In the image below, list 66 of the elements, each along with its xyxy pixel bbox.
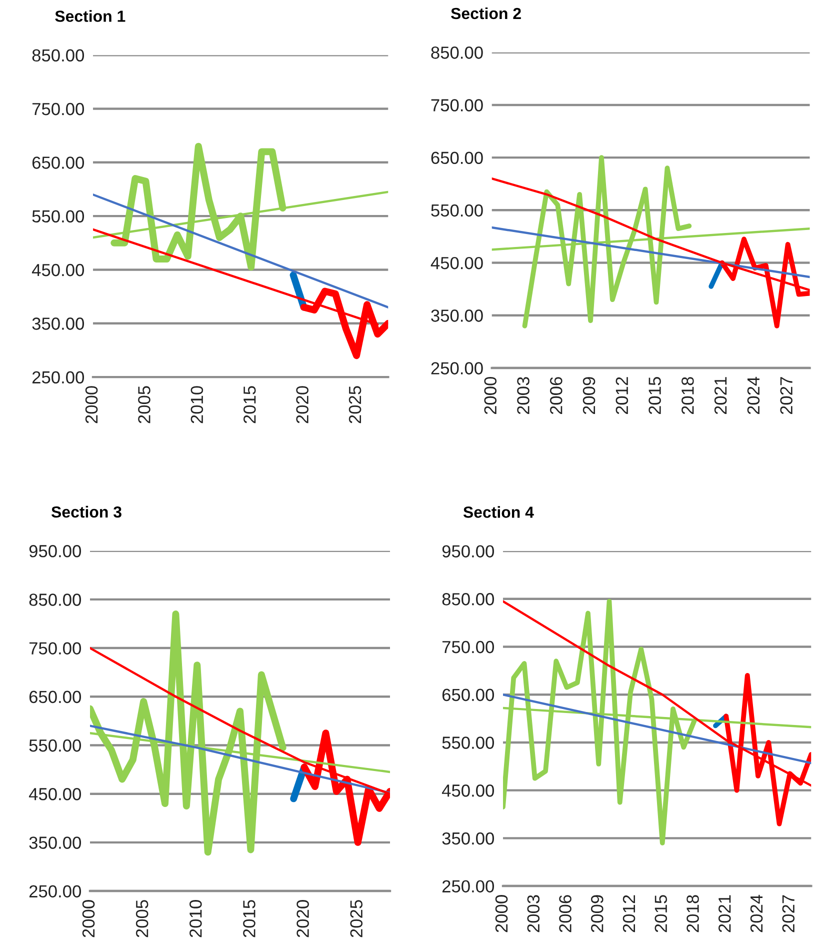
y-tick-label: 250.00 bbox=[431, 362, 483, 374]
x-tick-label: 2015 bbox=[243, 900, 256, 938]
y-tick-label: 750.00 bbox=[431, 99, 483, 112]
y-tick-label: 450.00 bbox=[32, 264, 84, 276]
x-tick-label: 2018 bbox=[686, 895, 699, 932]
x-tick-label: 2009 bbox=[590, 895, 604, 932]
y-tick-label: 750.00 bbox=[32, 102, 84, 116]
y-tick-label: 850.00 bbox=[431, 46, 483, 59]
x-tick-label: 2005 bbox=[138, 386, 150, 424]
y-tick-label: 250.00 bbox=[29, 885, 81, 898]
x-tick-label: 2020 bbox=[296, 386, 308, 424]
x-tick-label: 2027 bbox=[782, 895, 795, 932]
y-tick-label: 350.00 bbox=[442, 832, 494, 845]
y-tick-label: 250.00 bbox=[32, 371, 84, 384]
x-tick-label: 2027 bbox=[780, 377, 792, 414]
x-tick-label: 2003 bbox=[517, 377, 530, 414]
x-tick-label: 2015 bbox=[654, 895, 668, 932]
y-tick-label: 450.00 bbox=[28, 788, 81, 800]
y-tick-label: 350.00 bbox=[431, 310, 483, 322]
y-tick-label: 950.00 bbox=[442, 545, 494, 558]
x-tick-label: 2012 bbox=[622, 895, 636, 932]
y-tick-label: 550.00 bbox=[29, 739, 81, 752]
x-tick-label: 2018 bbox=[682, 377, 694, 414]
x-tick-label: 2025 bbox=[350, 900, 363, 938]
y-tick-label: 750.00 bbox=[29, 642, 81, 654]
x-tick-label: 2003 bbox=[527, 895, 540, 932]
y-tick-label: 250.00 bbox=[442, 880, 494, 892]
x-tick-label: 2024 bbox=[747, 376, 760, 414]
y-tick-label: 550.00 bbox=[32, 210, 84, 223]
y-tick-label: 450.00 bbox=[430, 256, 483, 270]
y-tick-label: 650.00 bbox=[29, 690, 81, 704]
y-tick-label: 450.00 bbox=[442, 784, 494, 797]
x-tick-label: 2021 bbox=[718, 895, 731, 932]
x-tick-label: 2024 bbox=[750, 894, 763, 932]
y-tick-label: 650.00 bbox=[32, 156, 84, 169]
x-tick-label: 2020 bbox=[296, 900, 309, 938]
y-tick-label: 850.00 bbox=[32, 49, 84, 62]
chart-title: Section 3 bbox=[51, 506, 122, 518]
y-tick-label: 650.00 bbox=[431, 152, 483, 164]
x-tick-label: 2000 bbox=[85, 386, 98, 424]
x-tick-label: 2005 bbox=[136, 900, 148, 938]
y-tick-label: 850.00 bbox=[442, 593, 494, 606]
chart-title: Section 2 bbox=[451, 7, 521, 20]
x-tick-label: 2000 bbox=[495, 895, 508, 932]
x-tick-label: 2006 bbox=[559, 895, 572, 932]
y-tick-label: 350.00 bbox=[29, 836, 81, 849]
x-tick-label: 2025 bbox=[348, 386, 362, 424]
x-tick-label: 2015 bbox=[243, 386, 256, 424]
x-tick-label: 2015 bbox=[648, 377, 661, 414]
x-tick-label: 2000 bbox=[484, 376, 497, 414]
y-tick-label: 750.00 bbox=[442, 640, 494, 654]
x-tick-label: 2010 bbox=[190, 900, 202, 938]
x-tick-label: 2021 bbox=[714, 377, 727, 414]
y-tick-label: 850.00 bbox=[29, 594, 81, 606]
x-tick-label: 2006 bbox=[550, 377, 562, 414]
x-tick-label: 2010 bbox=[190, 386, 204, 424]
x-tick-label: 2000 bbox=[82, 900, 95, 938]
y-tick-label: 350.00 bbox=[32, 318, 84, 330]
y-tick-label: 550.00 bbox=[431, 204, 483, 217]
chart-title: Section 1 bbox=[55, 10, 126, 22]
x-tick-label: 2012 bbox=[616, 377, 628, 414]
chart-title: Section 4 bbox=[463, 506, 534, 518]
y-tick-label: 650.00 bbox=[442, 688, 494, 702]
y-tick-label: 950.00 bbox=[29, 545, 81, 558]
x-tick-label: 2009 bbox=[582, 377, 596, 414]
y-tick-label: 550.00 bbox=[442, 736, 494, 749]
